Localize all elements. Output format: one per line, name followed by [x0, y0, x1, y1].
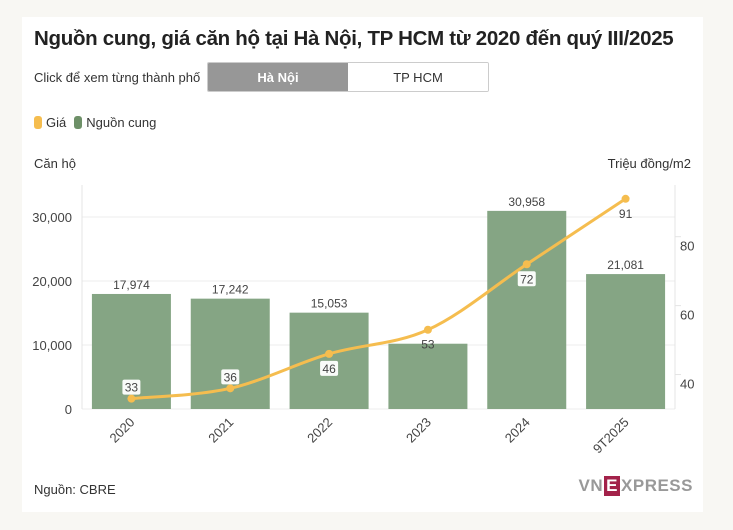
bar-9T2025: [586, 274, 666, 409]
bar-2023: [388, 343, 468, 409]
legend-price[interactable]: Giá: [46, 115, 67, 130]
chart-card: Nguồn cung, giá căn hộ tại Hà Nội, TP HC…: [22, 17, 703, 512]
city-switcher[interactable]: Hà Nội TP HCM: [207, 62, 489, 92]
y-right-tick: 40: [680, 377, 694, 392]
vnexpress-logo: VN E XPRESS: [578, 476, 693, 496]
switcher-label: Click để xem từng thành phố: [34, 70, 201, 85]
price-label-bg: [122, 379, 141, 395]
chart-title: Nguồn cung, giá căn hộ tại Hà Nội, TP HC…: [34, 27, 674, 50]
price-label: 91: [619, 207, 633, 221]
legend-supply[interactable]: Nguồn cung: [86, 115, 157, 130]
price-label: 36: [224, 370, 238, 384]
x-tick-label: 2021: [205, 415, 236, 446]
price-point-2022: [325, 349, 334, 358]
price-point-9T2025: [621, 194, 630, 203]
price-label-bg: [517, 271, 536, 287]
x-tick-label: 2022: [304, 415, 335, 446]
legend: Giá Nguồn cung: [34, 115, 156, 130]
price-label: 46: [322, 362, 336, 376]
bar-label: 17,974: [113, 278, 150, 292]
y-left-tick: 20,000: [32, 274, 72, 289]
price-point-2020: [127, 394, 136, 403]
tab-ha-noi[interactable]: Hà Nội: [208, 63, 348, 91]
y-left-tick: 0: [65, 402, 72, 417]
price-label: 72: [520, 272, 534, 286]
x-tick-label: 2023: [403, 415, 434, 446]
y-right-tick: 60: [680, 308, 694, 323]
bar-label: 17,242: [212, 283, 249, 297]
y-axis-left-label: Căn hộ: [34, 156, 76, 171]
y-left-tick: 10,000: [32, 338, 72, 353]
x-tick-label: 2024: [502, 415, 533, 446]
price-label-bg: [320, 360, 339, 376]
price-point-2021: [226, 384, 235, 393]
bar-label: 30,958: [508, 195, 545, 209]
price-point-2024: [522, 260, 531, 269]
price-point-2023: [423, 325, 432, 334]
y-left-tick: 30,000: [32, 210, 72, 225]
legend-swatch-price: [34, 116, 42, 129]
bar-label: 15,053: [311, 297, 348, 311]
bar-2024: [487, 210, 567, 409]
source-note: Nguồn: CBRE: [34, 482, 116, 497]
tab-tp-hcm[interactable]: TP HCM: [348, 63, 488, 91]
price-label: 53: [421, 338, 435, 352]
y-right-tick: 80: [680, 239, 694, 254]
bar-2022: [289, 312, 369, 409]
y-axis-right-label: Triệu đồng/m2: [607, 156, 691, 171]
bar-label: 21,081: [607, 258, 644, 272]
price-label-bg: [221, 369, 240, 385]
x-tick-label: 9T2025: [590, 415, 632, 457]
x-tick-label: 2020: [106, 415, 137, 446]
price-label: 33: [125, 381, 139, 395]
legend-swatch-supply: [74, 116, 83, 129]
